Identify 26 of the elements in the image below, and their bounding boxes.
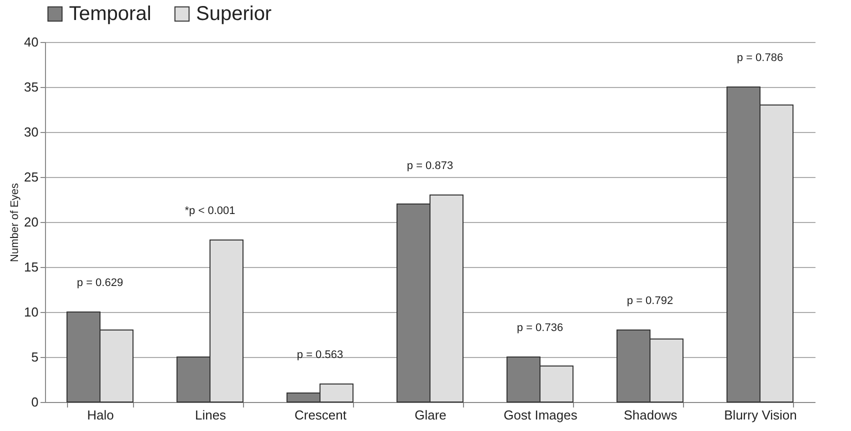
y-tick-label: 5: [31, 350, 38, 364]
x-tick-label: Shadows: [624, 408, 678, 422]
y-tick-label: 10: [24, 304, 38, 320]
y-tick-label: 0: [31, 394, 38, 410]
annotation: *p < 0.001: [184, 205, 236, 218]
y-tick-label: 25: [24, 170, 38, 184]
legend-label: Temporal: [69, 3, 152, 25]
y-tick-label: 35: [24, 80, 38, 94]
x-tick-label: Crescent: [294, 408, 347, 422]
annotation: p = 0.873: [406, 160, 454, 172]
annotation: p = 0.563: [296, 349, 344, 362]
legend-label: Superior: [196, 3, 272, 25]
y-tick-label: 20: [24, 214, 38, 230]
annotation: p = 0.786: [736, 52, 784, 64]
x-tick-label: Lines: [194, 408, 227, 422]
x-tick-label: Blurry Vision: [724, 408, 797, 422]
annotation: p = 0.629: [76, 277, 124, 290]
x-tick-label: Halo: [87, 408, 114, 422]
annotation: p = 0.792: [626, 295, 674, 308]
x-tick-label: Gost Images: [504, 408, 578, 422]
y-tick-label: 40: [24, 34, 38, 50]
y-tick-label: 30: [24, 124, 38, 140]
annotation: p = 0.736: [516, 322, 564, 334]
y-tick-label: 15: [24, 260, 38, 274]
x-tick-label: Glare: [414, 408, 446, 422]
y-axis-title: Number of Eyes: [9, 182, 22, 262]
